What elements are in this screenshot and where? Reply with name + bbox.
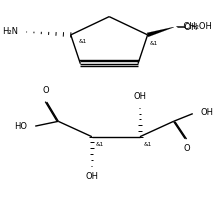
- Text: OH: OH: [85, 172, 98, 181]
- Text: OH: OH: [134, 92, 147, 101]
- Text: &1: &1: [79, 39, 87, 44]
- Text: HO: HO: [15, 122, 28, 131]
- Text: H₂N: H₂N: [2, 28, 18, 37]
- Text: &1: &1: [150, 41, 158, 46]
- Text: OH: OH: [200, 108, 213, 117]
- Text: —CH₂OH: —CH₂OH: [176, 22, 212, 31]
- Text: &1: &1: [144, 142, 152, 147]
- Text: &1: &1: [96, 142, 104, 147]
- Text: —OH: —OH: [176, 23, 198, 32]
- Text: O: O: [42, 86, 49, 95]
- Text: O: O: [184, 144, 190, 153]
- Polygon shape: [147, 27, 174, 37]
